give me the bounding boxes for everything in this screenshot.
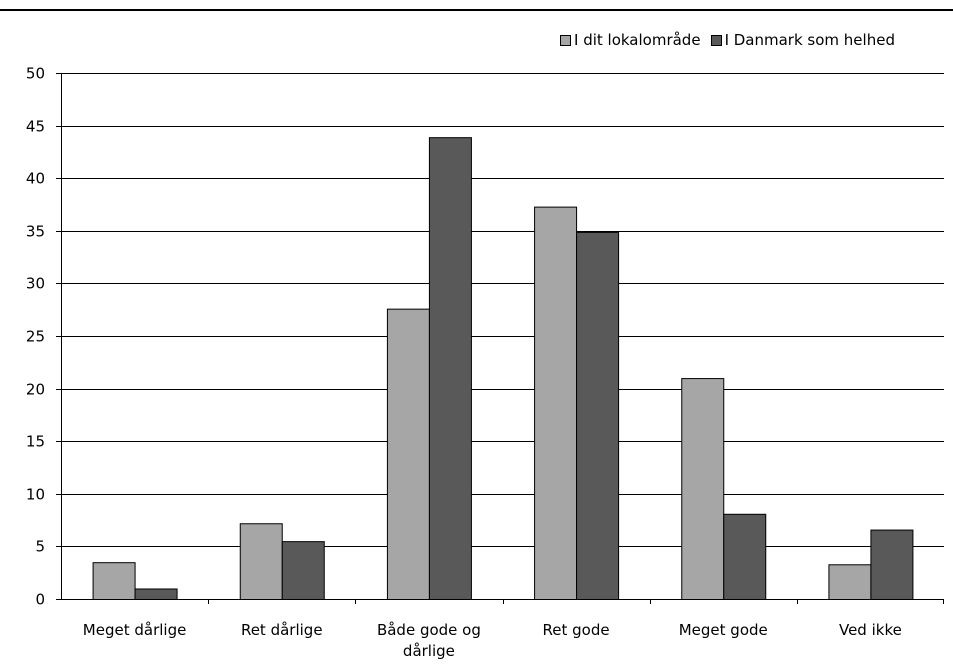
bar — [281, 541, 325, 601]
legend-label-lokalomraade: I dit lokalområde — [574, 31, 701, 49]
bar — [428, 137, 472, 600]
x-tick-label: Meget dårlige — [83, 621, 187, 639]
y-tick-label: 30 — [26, 275, 45, 293]
legend-item-danmark: I Danmark som helhed — [710, 31, 895, 49]
legend-swatch-lokalomraade — [560, 34, 571, 46]
top-rule — [0, 9, 953, 11]
x-tick-label: Både gode og — [377, 621, 481, 639]
y-tick-label: 5 — [35, 538, 45, 556]
y-tick-label: 15 — [26, 433, 45, 451]
gridlines — [61, 73, 944, 547]
y-tick-label: 45 — [26, 118, 45, 136]
bar — [870, 529, 914, 600]
legend-swatch-danmark — [710, 34, 722, 46]
bar — [386, 308, 430, 600]
y-tick-label: 20 — [26, 381, 45, 399]
y-tick-label: 35 — [26, 223, 45, 241]
y-tick-label: 50 — [26, 65, 45, 83]
y-tick-label: 25 — [26, 328, 45, 346]
legend-label-danmark: I Danmark som helhed — [724, 31, 895, 49]
bar — [723, 513, 767, 601]
tick-labels: 0 5 10 15 20 25 30 35 40 45 50 Meget dårlige Ret dår… — [26, 65, 902, 661]
y-tick-label: 10 — [26, 486, 45, 504]
x-tick-label: dårlige — [403, 642, 455, 660]
x-tick-label: Ved ikke — [839, 621, 902, 639]
bar — [534, 206, 578, 600]
bar — [92, 562, 136, 600]
x-tick-label: Ret dårlige — [241, 621, 323, 639]
axes — [56, 73, 944, 604]
bar — [134, 588, 178, 600]
bar — [681, 378, 725, 600]
y-tick-label: 0 — [35, 591, 45, 609]
bars — [92, 137, 914, 601]
legend-item-lokalomraade: I dit lokalområde — [560, 31, 701, 49]
bar — [828, 564, 872, 600]
bar — [239, 523, 283, 600]
x-tick-label: Meget gode — [679, 621, 768, 639]
bar — [576, 231, 620, 601]
x-tick-label: Ret gode — [543, 621, 610, 639]
legend: I dit lokalområde I Danmark som helhed — [560, 31, 905, 49]
y-tick-label: 40 — [26, 170, 45, 188]
